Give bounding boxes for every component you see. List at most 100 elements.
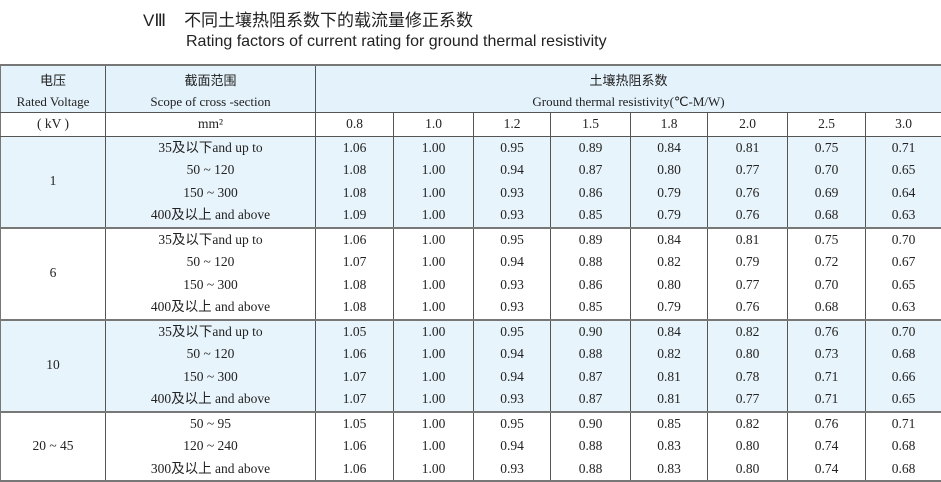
factor-cell: 1.00 <box>393 411 474 435</box>
factor-cell: 0.70 <box>864 227 941 251</box>
table-row: 120 ~ 240 1.06 1.00 0.94 0.88 0.83 0.80 0.74 0.6… <box>1 435 941 458</box>
resistivity-header-en: Ground thermal resistivity(℃-M/W) <box>314 91 941 113</box>
voltage-cell: 1 <box>0 135 106 229</box>
factor-cell: 0.76 <box>707 296 788 321</box>
table-title: VⅢ 不同土壤热阻系数下的载流量修正系数 <box>143 6 473 31</box>
factor-cell: 0.68 <box>787 204 866 229</box>
factor-cell: 0.70 <box>787 273 866 296</box>
voltage-cell: 10 <box>0 319 106 413</box>
factor-cell: 1.00 <box>393 159 474 182</box>
factor-cell: 0.81 <box>630 388 708 413</box>
factor-cell: 0.76 <box>707 204 788 229</box>
factor-cell: 0.65 <box>864 388 941 413</box>
factor-cell: 1.00 <box>393 227 474 251</box>
table-row: 20 ~ 45 50 ~ 95 1.05 1.00 0.95 0.90 0.85 0.82 0.… <box>0 411 941 482</box>
resistivity-column-header: 1.5 <box>550 112 631 137</box>
table-row: 400及以上 and above 1.08 1.00 0.93 0.85 0.79 0.76… <box>1 296 941 321</box>
factor-cell: 1.07 <box>315 365 394 388</box>
factor-cell: 1.00 <box>393 457 474 482</box>
factor-cell: 1.00 <box>393 296 474 321</box>
factor-cell: 0.95 <box>473 136 551 159</box>
factor-cell: 0.84 <box>630 136 708 159</box>
factor-cell: 0.82 <box>707 319 788 343</box>
factor-cell: 0.90 <box>550 411 631 435</box>
factor-cell: 1.07 <box>315 388 394 413</box>
voltage-header-zh: 电压 <box>0 64 106 91</box>
factor-cell: 0.94 <box>473 251 551 274</box>
table-row: 6 35及以下and up to 1.06 1.00 0.95 0.89 0.84 0.81 0… <box>0 227 941 321</box>
factor-cell: 0.89 <box>550 227 631 251</box>
resistivity-column-header: 3.0 <box>864 112 941 137</box>
factor-cell: 0.90 <box>550 319 631 343</box>
table-row: 10 35及以下and up to 1.05 1.00 0.95 0.90 0.84 0.82… <box>0 319 941 413</box>
cross-section-cell: 400及以上 and above <box>105 296 316 321</box>
factor-cell: 0.72 <box>787 251 866 274</box>
factor-cell: 0.84 <box>630 227 708 251</box>
table-row: 400及以上 and above 1.09 1.00 0.93 0.85 0.79 0.76… <box>1 204 941 229</box>
factor-cell: 0.63 <box>864 296 941 321</box>
factor-cell: 0.77 <box>707 159 788 182</box>
scope-unit: mm² <box>105 112 316 137</box>
factor-cell: 1.08 <box>315 273 394 296</box>
factor-cell: 0.80 <box>630 159 708 182</box>
factor-cell: 0.81 <box>707 227 788 251</box>
factor-cell: 0.78 <box>707 365 788 388</box>
factor-cell: 0.93 <box>473 181 551 204</box>
scope-header-zh: 截面范围 <box>105 64 316 91</box>
cross-section-cell: 35及以下and up to <box>105 136 316 159</box>
voltage-unit: ( kV ) <box>0 112 106 137</box>
factor-cell: 1.00 <box>393 204 474 229</box>
factor-cell: 0.68 <box>787 296 866 321</box>
title-english: Rating factors of current rating for gro… <box>186 33 607 50</box>
resistivity-column-header: 1.2 <box>473 112 551 137</box>
factor-cell: 0.94 <box>473 365 551 388</box>
cross-section-cell: 35及以下and up to <box>105 227 316 251</box>
resistivity-header-zh: 土壤热阻系数 <box>314 64 941 91</box>
voltage-cell: 20 ~ 45 <box>0 411 106 482</box>
factor-cell: 0.65 <box>864 273 941 296</box>
factor-cell: 0.80 <box>707 435 788 458</box>
cross-section-cell: 150 ~ 300 <box>105 273 316 296</box>
factor-cell: 0.87 <box>550 388 631 413</box>
factor-cell: 0.81 <box>630 365 708 388</box>
resistivity-column-header: 0.8 <box>315 112 394 137</box>
factor-cell: 0.68 <box>864 343 941 366</box>
factor-cell: 0.77 <box>707 273 788 296</box>
factor-cell: 1.05 <box>315 411 394 435</box>
factor-cell: 0.79 <box>630 296 708 321</box>
factor-cell: 1.08 <box>315 181 394 204</box>
factor-cell: 0.71 <box>787 365 866 388</box>
factor-cell: 0.82 <box>707 411 788 435</box>
factor-cell: 0.68 <box>864 457 941 482</box>
factor-cell: 0.93 <box>473 273 551 296</box>
resistivity-column-header: 1.0 <box>393 112 474 137</box>
factor-cell: 1.06 <box>315 435 394 458</box>
factor-cell: 1.00 <box>393 273 474 296</box>
factor-cell: 1.00 <box>393 251 474 274</box>
factor-cell: 1.00 <box>393 181 474 204</box>
factor-cell: 0.76 <box>787 319 866 343</box>
factor-cell: 0.85 <box>550 204 631 229</box>
cross-section-cell: 400及以上 and above <box>105 204 316 229</box>
factor-cell: 0.85 <box>550 296 631 321</box>
section-number: VⅢ <box>143 11 167 30</box>
factor-cell: 0.84 <box>630 319 708 343</box>
factor-cell: 0.88 <box>550 251 631 274</box>
table-row: 150 ~ 300 1.07 1.00 0.94 0.87 0.81 0.78 0.71 0.6… <box>1 365 941 388</box>
scope-header-en: Scope of cross -section <box>105 91 316 113</box>
factor-cell: 0.85 <box>630 411 708 435</box>
factor-cell: 0.86 <box>550 273 631 296</box>
cross-section-cell: 150 ~ 300 <box>105 181 316 204</box>
table-row: 300及以上 and above 1.06 1.00 0.93 0.88 0.83 0.80… <box>1 457 941 482</box>
factor-cell: 0.93 <box>473 204 551 229</box>
factor-cell: 1.06 <box>315 457 394 482</box>
factor-cell: 1.09 <box>315 204 394 229</box>
cross-section-cell: 150 ~ 300 <box>105 365 316 388</box>
factor-cell: 0.82 <box>630 343 708 366</box>
factor-cell: 0.66 <box>864 365 941 388</box>
factor-cell: 0.79 <box>630 181 708 204</box>
factor-cell: 0.87 <box>550 365 631 388</box>
factor-cell: 0.95 <box>473 411 551 435</box>
table-row: 1 35及以下and up to 1.06 1.00 0.95 0.89 0.84 0.81 0… <box>0 135 941 229</box>
factor-cell: 0.87 <box>550 159 631 182</box>
